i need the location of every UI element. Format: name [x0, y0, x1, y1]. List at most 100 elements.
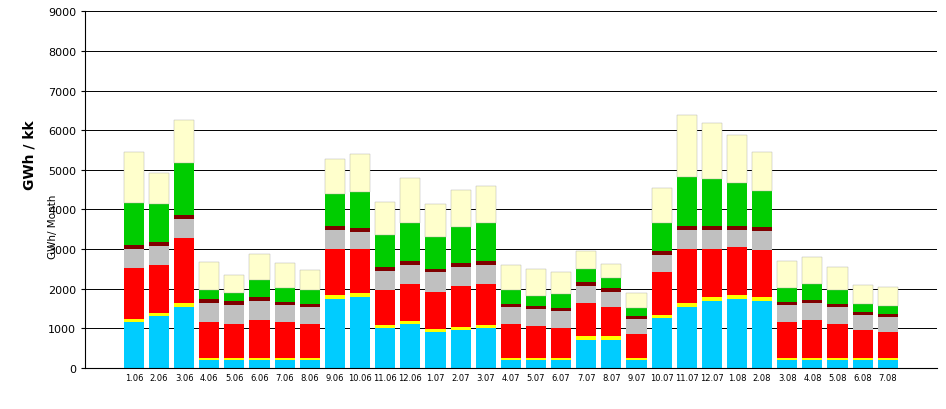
Bar [878, 358, 898, 360]
Bar [652, 255, 672, 272]
Bar [626, 293, 646, 308]
Bar [149, 205, 169, 243]
Bar [602, 289, 622, 292]
Bar [752, 231, 772, 250]
Bar [552, 358, 571, 360]
Bar [350, 249, 370, 293]
Bar [752, 153, 772, 192]
Bar [350, 293, 370, 297]
Bar [274, 323, 295, 358]
Bar [602, 337, 622, 340]
Bar [878, 333, 898, 358]
Bar [778, 262, 797, 289]
Bar [526, 297, 546, 306]
Bar [476, 328, 496, 368]
Bar [450, 330, 470, 368]
Bar [174, 220, 194, 238]
Bar [752, 192, 772, 227]
Bar [300, 270, 320, 291]
Bar [300, 325, 320, 358]
Bar [300, 308, 320, 325]
Bar [124, 204, 144, 245]
Bar [426, 329, 446, 333]
Bar [200, 303, 219, 323]
Bar [702, 297, 722, 301]
Bar [200, 323, 219, 358]
Bar [300, 360, 320, 368]
Bar [200, 360, 219, 368]
Bar [400, 265, 420, 284]
Bar [224, 294, 244, 302]
Bar [376, 203, 395, 235]
Bar [576, 303, 596, 337]
Bar [676, 177, 697, 227]
Bar [878, 288, 898, 306]
Bar [500, 304, 521, 308]
Bar [400, 284, 420, 321]
Bar [124, 268, 144, 319]
Bar [602, 279, 622, 289]
Bar [727, 227, 747, 231]
Bar [400, 325, 420, 368]
Bar [828, 360, 848, 368]
Bar [450, 327, 470, 330]
Bar [124, 245, 144, 249]
Bar [526, 310, 546, 326]
Bar [676, 307, 697, 368]
Bar [426, 204, 446, 237]
Bar [727, 295, 747, 299]
Bar [552, 312, 571, 328]
Bar [852, 330, 873, 358]
Bar [778, 323, 797, 358]
Bar [778, 303, 797, 306]
Bar [376, 235, 395, 267]
Bar [552, 308, 571, 312]
Bar [802, 285, 822, 301]
Bar [174, 307, 194, 368]
Bar [250, 321, 270, 358]
Bar [426, 237, 446, 269]
Bar [652, 189, 672, 223]
Bar [250, 254, 270, 280]
Bar [450, 263, 470, 267]
Bar [376, 290, 395, 326]
Bar [500, 291, 521, 304]
Bar [224, 325, 244, 358]
Bar [274, 358, 295, 360]
Bar [576, 283, 596, 286]
Bar [626, 316, 646, 319]
Bar [476, 223, 496, 261]
Bar [602, 292, 622, 307]
Bar [250, 302, 270, 321]
Bar [200, 300, 219, 303]
Bar [828, 291, 848, 304]
Text: GWh / kk: GWh / kk [23, 120, 37, 189]
Bar [652, 223, 672, 251]
Bar [476, 261, 496, 265]
Bar [250, 298, 270, 302]
Bar [727, 183, 747, 227]
Bar [224, 358, 244, 360]
Bar [376, 267, 395, 271]
Bar [576, 340, 596, 368]
Bar [400, 321, 420, 325]
Bar [376, 328, 395, 368]
Bar [852, 360, 873, 368]
Bar [324, 299, 345, 368]
Bar [274, 306, 295, 323]
Bar [350, 193, 370, 228]
Bar [828, 304, 848, 308]
Bar [676, 303, 697, 307]
Bar [576, 337, 596, 340]
Bar [852, 312, 873, 315]
Bar [752, 298, 772, 301]
Bar [852, 285, 873, 304]
Bar [224, 306, 244, 325]
Bar [526, 360, 546, 368]
Text: GWh/ Month: GWh/ Month [48, 193, 58, 258]
Bar [500, 266, 521, 291]
Bar [828, 308, 848, 325]
Bar [802, 358, 822, 360]
Bar [376, 271, 395, 290]
Bar [224, 360, 244, 368]
